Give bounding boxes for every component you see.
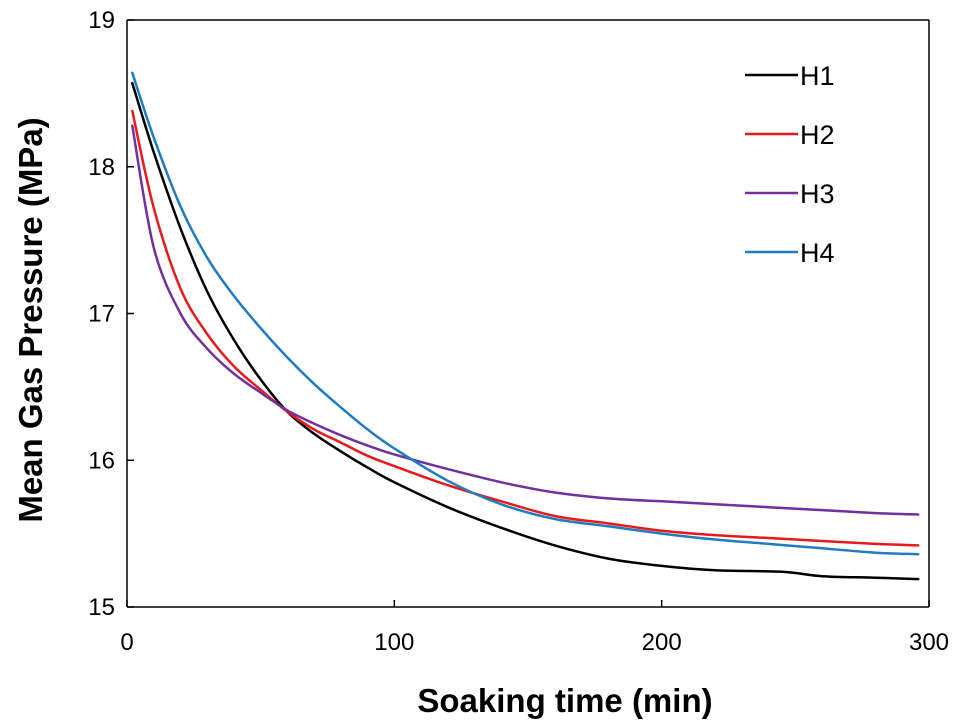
y-tick-label: 17 (88, 301, 115, 328)
legend: H1 H2 H3 H4 (745, 61, 835, 268)
x-tick-label: 0 (120, 629, 133, 656)
y-axis-title: Mean Gas Pressure (MPa) (12, 117, 49, 522)
y-tick-label: 16 (88, 447, 115, 474)
y-tick-label: 19 (88, 7, 115, 34)
series-line-h3 (131, 124, 920, 516)
x-axis-title: Soaking time (min) (417, 682, 712, 719)
x-tick-label: 200 (642, 629, 682, 656)
legend-label-h2: H2 (800, 120, 835, 150)
series-line-h1 (131, 81, 920, 581)
legend-label-h3: H3 (800, 179, 835, 209)
x-tick-label: 100 (374, 629, 414, 656)
series-group (131, 71, 920, 581)
tick-group: 0 100 200 300 15 16 17 18 19 (88, 7, 949, 656)
series-line-h4 (131, 71, 920, 556)
y-tick-label: 15 (88, 594, 115, 621)
y-tick-label: 18 (88, 154, 115, 181)
legend-label-h4: H4 (800, 238, 835, 268)
legend-label-h1: H1 (800, 61, 835, 91)
series-line-h2 (131, 109, 920, 547)
x-tick-label: 300 (909, 629, 949, 656)
